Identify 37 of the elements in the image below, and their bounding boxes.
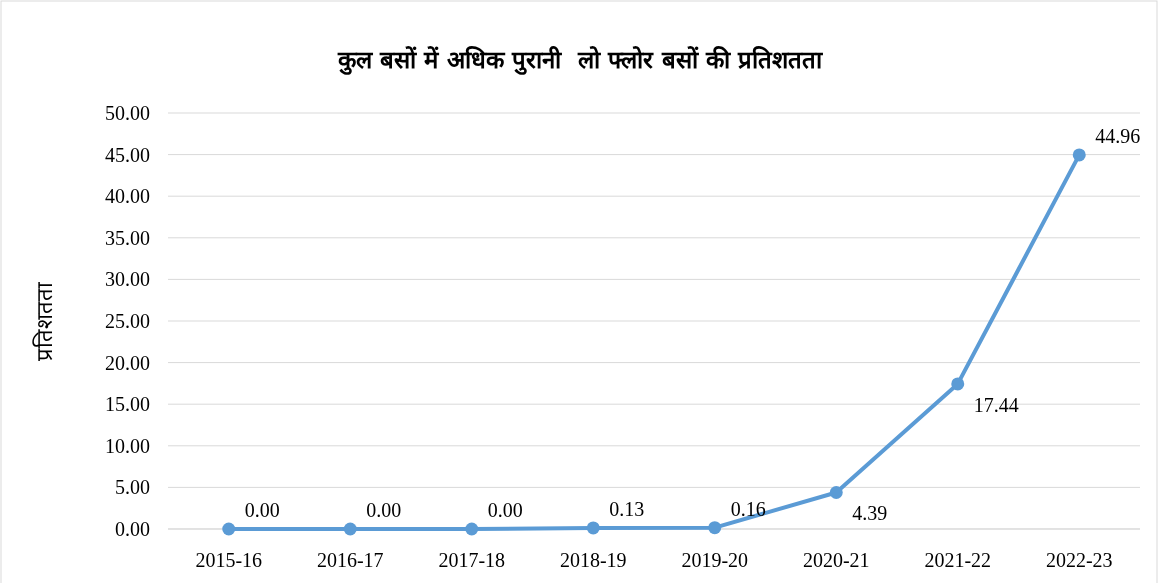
y-tick-label: 40.00 xyxy=(105,185,150,208)
point xyxy=(586,521,600,535)
y-tick-label: 30.00 xyxy=(105,268,150,291)
chart-title: कुल बसों में अधिक पुरानी लो फ्लोर बसों की प्रतिशतता xyxy=(336,46,824,75)
x-tick-label: 2021-22 xyxy=(924,549,992,571)
point xyxy=(951,377,965,391)
point xyxy=(708,521,722,535)
x-tick-label: 2020-21 xyxy=(802,549,870,571)
point xyxy=(343,522,357,536)
y-tick-label: 45.00 xyxy=(105,143,150,166)
x-tick-label: 2018-19 xyxy=(559,549,627,571)
x-tick-label: 2016-17 xyxy=(316,549,384,571)
point xyxy=(465,522,479,536)
data-label: 0.00 xyxy=(366,499,402,521)
point xyxy=(829,485,843,499)
x-tick-label: 2015-16 xyxy=(195,549,263,571)
y-axis-title: प्रतिशतता xyxy=(32,281,57,361)
data-label: 17.44 xyxy=(973,393,1019,416)
y-tick-label: 50.00 xyxy=(105,102,150,124)
y-tick-label: 20.00 xyxy=(105,351,150,374)
x-tick-label: 2019-20 xyxy=(681,549,749,571)
data-label: 0.00 xyxy=(487,499,523,521)
data-label: 4.39 xyxy=(852,502,888,525)
y-tick-label: 5.00 xyxy=(115,476,150,499)
x-tick-label: 2017-18 xyxy=(438,549,506,571)
point xyxy=(1072,148,1086,162)
point xyxy=(222,522,236,536)
y-tick-label: 0.00 xyxy=(115,518,150,540)
y-tick-label: 35.00 xyxy=(105,226,150,249)
x-tick-label: 2022-23 xyxy=(1045,549,1113,571)
data-label: 0.00 xyxy=(244,499,280,521)
data-label: 0.16 xyxy=(730,497,766,520)
y-tick-label: 25.00 xyxy=(105,310,150,332)
data-label: 44.96 xyxy=(1095,124,1141,147)
y-tick-label: 10.00 xyxy=(105,434,150,457)
y-tick-label: 15.00 xyxy=(105,393,150,416)
data-label: 0.13 xyxy=(609,497,645,520)
